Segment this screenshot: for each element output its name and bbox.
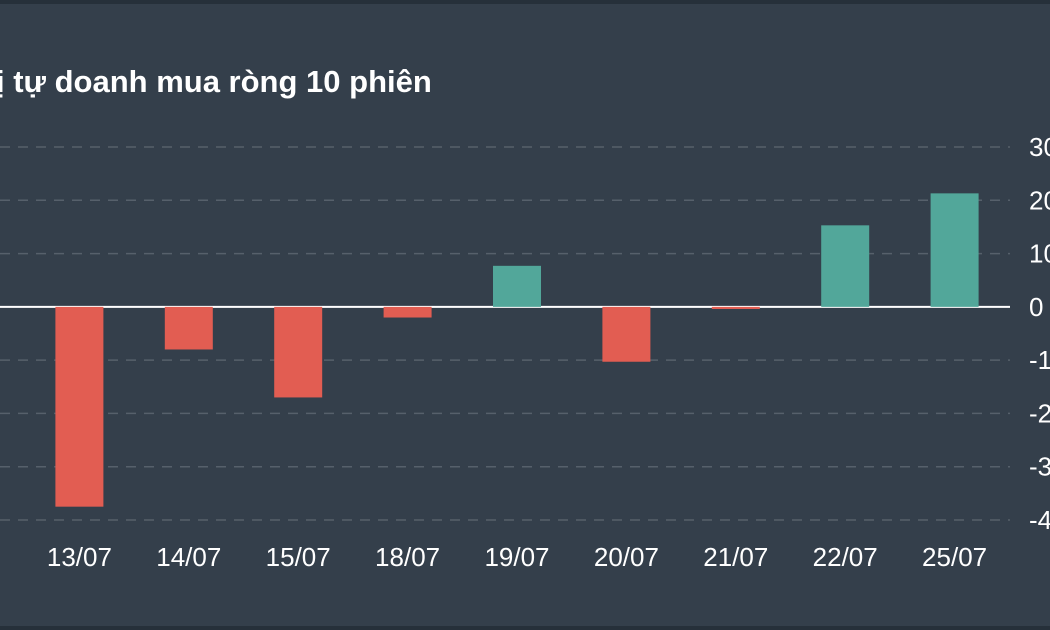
bar-25-07 <box>930 193 979 307</box>
bar-13-07 <box>55 306 104 507</box>
x-tick-label: 14/07 <box>156 542 221 572</box>
y-tick-label: -20 <box>1029 398 1050 428</box>
x-tick-label: 21/07 <box>703 542 768 572</box>
y-tick-label: 10 <box>1029 239 1050 269</box>
x-tick-label: 18/07 <box>375 542 440 572</box>
bar-22-07 <box>821 225 870 307</box>
bar-18-07 <box>383 306 432 318</box>
bar-15-07 <box>274 306 323 398</box>
y-axis-ticks: 30 20 10 0 -10 -20 -30 -40 <box>1029 132 1050 535</box>
bar-20-07 <box>602 306 651 362</box>
x-tick-label: 22/07 <box>813 542 878 572</box>
x-axis-ticks: 713/0714/0715/0718/0719/0720/0721/0722/0… <box>47 542 987 572</box>
y-tick-label: 20 <box>1029 185 1050 215</box>
chart-title: ị tự doanh mua ròng 10 phiên <box>0 64 432 99</box>
y-tick-label: -30 <box>1029 452 1050 482</box>
x-tick-label: 19/07 <box>484 542 549 572</box>
bars <box>55 193 979 507</box>
bar-19-07 <box>493 265 541 307</box>
bar-21-07 <box>711 306 760 309</box>
x-tick-label: 25/07 <box>922 542 987 572</box>
grid-lines <box>0 146 1010 521</box>
y-tick-label: -10 <box>1029 345 1050 375</box>
x-tick-label: 15/07 <box>266 542 331 572</box>
bar-14-07 <box>164 306 213 350</box>
y-tick-label: 30 <box>1029 132 1050 162</box>
y-tick-label: 0 <box>1029 292 1043 322</box>
x-tick-label: 13/07 <box>47 542 112 572</box>
x-tick-label: 20/07 <box>594 542 659 572</box>
y-tick-label: -40 <box>1029 505 1050 535</box>
